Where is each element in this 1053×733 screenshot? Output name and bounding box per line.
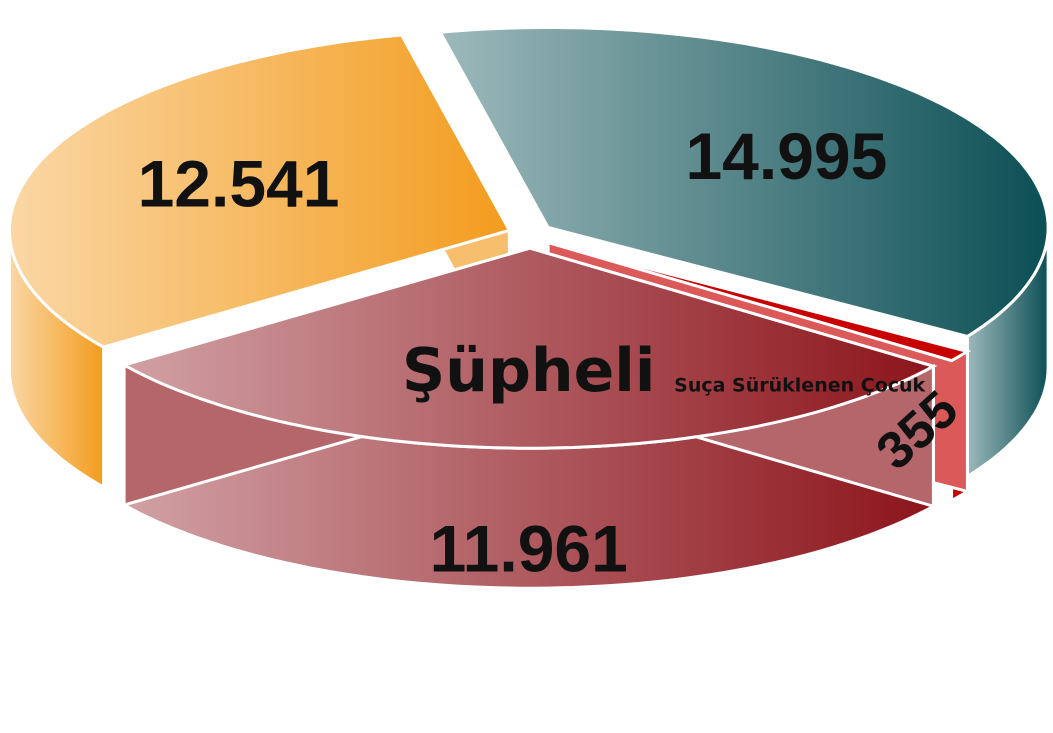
slice-top: [120, 246, 938, 450]
category-label: Şüpheli: [402, 336, 655, 406]
value-label: 12.541: [138, 146, 340, 220]
slice-top: [7, 33, 512, 349]
slice: [437, 26, 1050, 480]
slice-top: [437, 26, 1050, 339]
category-label: Suça Sürüklenen Çocuk: [674, 375, 925, 397]
value-label: 11.961: [430, 512, 628, 586]
slice: [120, 246, 938, 590]
value-label: 14.995: [685, 119, 887, 193]
slice-top: [547, 241, 972, 363]
